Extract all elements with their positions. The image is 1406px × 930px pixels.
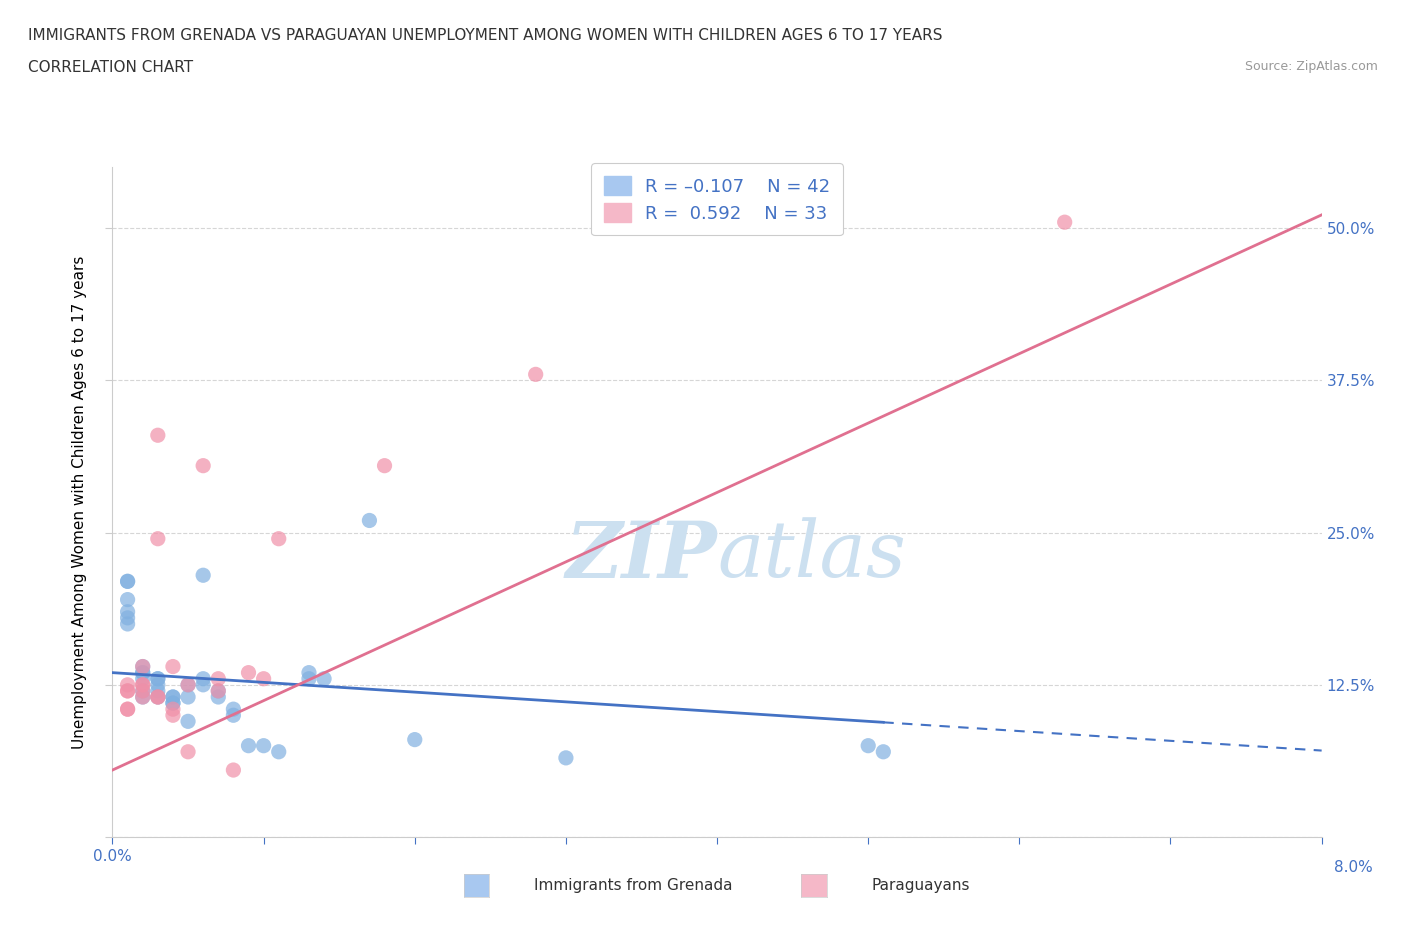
Point: [117, 592, 139, 607]
Point: [253, 738, 276, 753]
Point: [117, 617, 139, 631]
Point: [117, 702, 139, 717]
Legend: R = –0.107    N = 42, R =  0.592    N = 33: R = –0.107 N = 42, R = 0.592 N = 33: [591, 163, 844, 235]
Point: [146, 671, 169, 686]
Point: [312, 671, 335, 686]
Point: [132, 659, 155, 674]
Point: [191, 677, 215, 692]
Point: [373, 458, 396, 473]
Point: [146, 684, 169, 698]
Point: [267, 531, 290, 546]
Point: [162, 708, 184, 723]
Point: [132, 665, 155, 680]
Text: atlas: atlas: [717, 518, 905, 594]
Point: [117, 574, 139, 589]
Point: [191, 568, 215, 583]
Point: [207, 684, 229, 698]
Point: [117, 702, 139, 717]
Point: [146, 677, 169, 692]
Point: [298, 665, 321, 680]
Point: [524, 367, 547, 382]
Point: [162, 702, 184, 717]
Point: [132, 659, 155, 674]
Point: [177, 677, 200, 692]
Point: [177, 689, 200, 704]
Point: [177, 714, 200, 729]
Text: ZIP: ZIP: [565, 517, 717, 594]
Point: [132, 677, 155, 692]
Point: [132, 684, 155, 698]
Point: [191, 458, 215, 473]
Text: Immigrants from Grenada: Immigrants from Grenada: [534, 878, 733, 893]
Point: [132, 689, 155, 704]
Point: [207, 671, 229, 686]
Point: [222, 708, 245, 723]
Point: [146, 428, 169, 443]
Point: [222, 702, 245, 717]
Point: [146, 689, 169, 704]
Point: [162, 689, 184, 704]
Point: [146, 689, 169, 704]
Point: [117, 684, 139, 698]
Point: [132, 677, 155, 692]
Point: [162, 696, 184, 711]
Text: 8.0%: 8.0%: [1334, 860, 1372, 875]
Point: [404, 732, 426, 747]
Point: [238, 665, 260, 680]
Point: [117, 604, 139, 619]
Text: Paraguayans: Paraguayans: [872, 878, 970, 893]
Point: [238, 738, 260, 753]
Point: [132, 665, 155, 680]
Point: [162, 696, 184, 711]
Point: [117, 574, 139, 589]
Point: [132, 689, 155, 704]
Text: CORRELATION CHART: CORRELATION CHART: [28, 60, 193, 75]
Point: [146, 689, 169, 704]
Text: Source: ZipAtlas.com: Source: ZipAtlas.com: [1244, 60, 1378, 73]
Point: [207, 684, 229, 698]
Point: [132, 671, 155, 686]
Point: [146, 671, 169, 686]
Point: [132, 684, 155, 698]
Point: [253, 671, 276, 686]
Point: [222, 763, 245, 777]
Point: [207, 689, 229, 704]
Point: [267, 744, 290, 759]
Point: [162, 659, 184, 674]
Point: [191, 671, 215, 686]
Point: [117, 610, 139, 625]
Point: [117, 677, 139, 692]
Point: [856, 738, 880, 753]
Point: [177, 677, 200, 692]
Point: [298, 671, 321, 686]
Point: [872, 744, 894, 759]
Point: [162, 689, 184, 704]
Point: [146, 531, 169, 546]
Text: IMMIGRANTS FROM GRENADA VS PARAGUAYAN UNEMPLOYMENT AMONG WOMEN WITH CHILDREN AGE: IMMIGRANTS FROM GRENADA VS PARAGUAYAN UN…: [28, 28, 942, 43]
Point: [554, 751, 576, 765]
Point: [177, 744, 200, 759]
Y-axis label: Unemployment Among Women with Children Ages 6 to 17 years: Unemployment Among Women with Children A…: [72, 256, 87, 749]
Point: [1053, 215, 1076, 230]
Point: [117, 684, 139, 698]
Point: [359, 513, 381, 528]
